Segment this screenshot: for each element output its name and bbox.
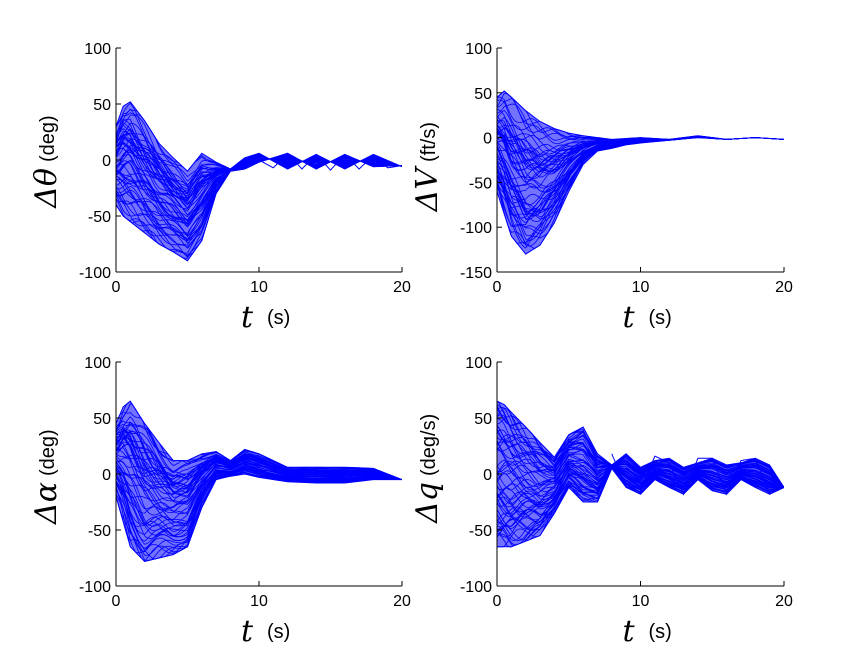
x-axis-symbol: t: [622, 614, 635, 649]
series-upper-envelope: [497, 90, 784, 140]
x-tick-label: 20: [775, 279, 793, 296]
trajectory-bundle: [116, 101, 402, 262]
trajectory-line: [497, 466, 784, 518]
trajectory-line: [497, 429, 784, 488]
x-axis-symbol: t: [241, 300, 254, 335]
y-axis-symbol: Δθ: [29, 168, 64, 209]
x-axis-unit: (s): [267, 621, 290, 643]
trajectory-line: [116, 463, 402, 516]
y-tick-label: 100: [84, 41, 111, 58]
trajectory-line: [497, 440, 784, 488]
x-tick-label: 0: [112, 593, 121, 610]
trajectory-line: [116, 462, 402, 511]
y-tick-label: 0: [483, 467, 492, 484]
x-tick-label: 0: [493, 593, 502, 610]
y-axis-unit: (ft/s): [418, 122, 440, 162]
trajectory-line: [116, 158, 402, 222]
y-tick-label: 100: [465, 355, 492, 372]
subplot-velocity: -150 -100 -50 0 50 100 0 10 20 t (s) ΔV (ft/s): [410, 41, 793, 335]
x-axis-symbol: t: [241, 614, 254, 649]
series-lower-envelope: [497, 467, 784, 548]
y-tick-label: -50: [88, 209, 111, 226]
y-axis-unit: (deg/s): [418, 414, 440, 476]
trajectory-line: [116, 430, 402, 480]
x-tick-label: 10: [250, 593, 268, 610]
trajectory-line: [116, 467, 402, 536]
x-tick-label: 20: [775, 593, 793, 610]
y-axis-unit: (deg): [37, 429, 59, 476]
trajectory-line: [116, 156, 402, 242]
y-tick-label: 50: [474, 86, 492, 103]
series-upper-envelope: [116, 400, 402, 481]
y-tick-label: -50: [88, 523, 111, 540]
x-tick-label: 10: [250, 279, 268, 296]
series-steady-oscillation: [258, 152, 402, 171]
y-axis-symbol: Δα: [29, 482, 64, 525]
trajectory-line: [116, 424, 402, 480]
trajectory-line: [497, 466, 784, 530]
subplot-alpha: -100 -50 0 50 100 0 10 20 t (s) Δα (deg): [29, 355, 411, 649]
trajectory-line: [116, 469, 402, 550]
y-tick-label: 0: [102, 153, 111, 170]
y-tick-label: 0: [102, 467, 111, 484]
trajectory-line: [116, 150, 402, 209]
x-axis-unit: (s): [649, 307, 672, 329]
y-axis-label: ΔV (ft/s): [410, 122, 445, 212]
x-axis-unit: (s): [649, 621, 672, 643]
trajectory-line: [497, 465, 784, 499]
trajectory-line: [497, 460, 784, 497]
trajectory-line: [116, 464, 402, 526]
trajectory-bundle: [497, 90, 784, 255]
series-steady-oscillation: [611, 453, 784, 496]
y-axis-label: Δα (deg): [29, 429, 64, 525]
series-upper-envelope: [497, 400, 784, 488]
y-axis-symbol: Δq: [410, 482, 445, 524]
trajectory-line: [497, 466, 784, 518]
y-tick-label: 100: [465, 41, 492, 58]
trajectory-line: [497, 464, 784, 505]
y-tick-label: -100: [79, 579, 111, 596]
trajectory-line: [497, 404, 784, 488]
series-lower-envelope: [116, 473, 402, 562]
trajectory-line: [497, 459, 784, 488]
y-tick-label: 50: [93, 411, 111, 428]
x-tick-label: 10: [632, 279, 650, 296]
y-axis-label: Δθ (deg): [29, 115, 64, 208]
trajectory-line: [497, 466, 784, 514]
y-tick-label: -50: [469, 175, 492, 192]
x-tick-label: 20: [393, 593, 411, 610]
y-tick-label: 50: [93, 97, 111, 114]
y-tick-label: 0: [483, 131, 492, 148]
y-tick-label: 100: [84, 355, 111, 372]
y-axis-label: Δq (deg/s): [410, 414, 445, 524]
trajectory-line: [116, 441, 402, 498]
x-tick-label: 0: [112, 279, 121, 296]
y-axis-symbol: ΔV: [410, 165, 445, 213]
x-tick-label: 0: [493, 279, 502, 296]
trajectory-bundle: [497, 400, 784, 548]
series-lower-envelope: [497, 137, 784, 255]
trajectory-line: [497, 467, 784, 530]
trajectory-bundle: [116, 400, 402, 562]
y-tick-label: -100: [460, 579, 492, 596]
trajectory-line: [116, 429, 402, 490]
y-axis-unit: (deg): [37, 115, 59, 162]
y-tick-label: -100: [460, 220, 492, 237]
trajectory-line: [116, 420, 402, 480]
subplot-theta: -100 -50 0 50 100 0 10 20 t (s) Δθ (deg): [29, 41, 411, 335]
x-tick-label: 10: [632, 593, 650, 610]
trajectory-line: [116, 457, 402, 509]
trajectory-line: [116, 128, 402, 200]
trajectory-line: [116, 118, 402, 195]
y-tick-label: -100: [79, 265, 111, 282]
subplot-pitch-rate: -100 -50 0 50 100 0 10 20 t (s) Δq (deg/s): [410, 355, 793, 649]
y-tick-label: 50: [474, 411, 492, 428]
x-axis-unit: (s): [267, 307, 290, 329]
x-axis-symbol: t: [622, 300, 635, 335]
trajectory-line: [497, 407, 784, 488]
y-tick-label: -50: [469, 523, 492, 540]
y-tick-label: -150: [460, 265, 492, 282]
x-tick-label: 20: [393, 279, 411, 296]
